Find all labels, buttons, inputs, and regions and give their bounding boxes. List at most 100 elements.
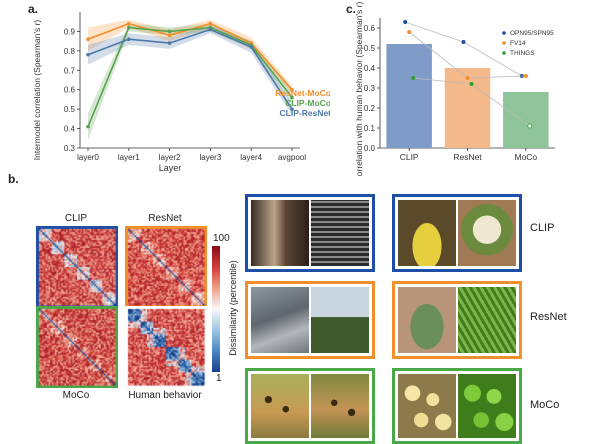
bar-chart-y-label: Correlation with human behavior (Spearma… [354,1,364,176]
bar-resnet [444,68,491,148]
matrix-title-resnet: ResNet [148,213,182,224]
x-tick-label: ResNet [453,152,482,162]
cheetah-photo [251,374,309,438]
melon-photo [398,200,456,266]
y-tick-label: 0.9 [64,27,76,36]
rdm-matrix-human [125,306,207,388]
legend-entry: FV14 [510,40,526,47]
data-point [411,76,416,80]
peas-photo [458,374,516,438]
y-tick-label: 0.6 [364,24,376,33]
legend-entry: CLIP-ResNet [280,108,330,118]
example-tile-moco-1 [245,368,375,444]
y-tick-label: 0.1 [364,124,376,133]
panel-a-label: a. [28,2,39,16]
y-tick-label: 0.5 [364,44,376,53]
y-tick-label: 0.8 [64,47,76,56]
x-tick-label: layer0 [77,153,99,162]
rdm-matrix-moco [36,306,118,388]
x-tick-label: layer1 [118,153,140,162]
legend-entry: ResNet-MoCo [275,88,330,98]
series-line-2 [87,28,293,110]
corn-kernels-photo [398,374,456,438]
series-point [167,29,172,34]
colorbar-max-label: 100 [213,233,230,244]
matrix-title-moco: MoCo [62,390,90,401]
y-tick-label: 0.2 [364,104,376,113]
helicopter-photo [311,287,369,353]
line-chart-series [86,21,294,129]
series-point [290,95,294,100]
y-tick-label: 0.3 [64,144,76,153]
legend-entry: THINGS [510,50,535,57]
line-chart-axes: 0.3 0.4 0.5 0.6 0.7 0.8 0.9 layer0 layer1 layer2 l… [64,12,306,162]
line-chart-x-label: Layer [159,163,182,173]
line-chart-y-label: Intermodel correlation (Spearman's r) [32,20,42,161]
cauliflower-photo [458,200,516,266]
series-point [127,25,131,30]
bar-chart-points [403,20,533,129]
y-tick-label: 0.6 [64,86,76,95]
colorbar-label-wrap: Dissimilarity (percentile) [226,246,238,372]
example-tile-moco-2 [392,368,522,444]
row-label-resnet: ResNet [530,311,567,323]
line-chart: 0.3 0.4 0.5 0.6 0.7 0.8 0.9 layer0 layer1 layer2 l… [32,12,330,173]
y-tick-label: 0.4 [364,64,376,73]
bar-moco [503,92,549,148]
colorbar-label: Dissimilarity (percentile) [228,260,238,356]
series-point [208,27,213,32]
panel-b-label: b. [8,172,19,186]
data-point [461,40,466,44]
series-point [167,41,172,45]
rdm-matrix-clip [36,226,118,308]
matrix-title-clip: CLIP [64,213,88,224]
colorbar [212,246,220,372]
line-chart-bands [88,19,292,141]
x-tick-label: MoCo [514,152,537,162]
x-tick-label: CLIP [400,152,419,162]
series-point [86,37,90,41]
hourglass-photo [251,200,309,266]
bar-chart: 0.0 0.1 0.2 0.3 0.4 0.5 0.6 CLIP ResNet MoCo OPN9… [354,1,555,176]
colorbar-min-label: 1 [216,373,222,384]
series-point [167,33,172,38]
leopard-photo [311,374,369,438]
y-tick-label: 0.7 [64,66,76,75]
bar-chart-bars [386,44,549,148]
panel-c-label: c. [346,2,357,16]
legend-marker [502,31,506,35]
rdm-matrix-resnet [125,226,207,308]
series-point [290,87,294,92]
x-tick-label: layer2 [159,153,181,162]
data-point [407,30,412,34]
matrix-title-human: Human behavior [128,390,202,401]
band-2 [88,25,292,115]
aircraft-carrier-photo [251,287,309,353]
data-point [523,74,528,78]
legend-marker [502,41,506,45]
example-tile-clip-1 [245,194,375,272]
example-tile-resnet-1 [245,281,375,359]
example-tile-clip-2 [392,194,522,272]
x-tick-label: layer3 [200,153,222,162]
succulent-photo [398,287,456,353]
row-label-moco: MoCo [530,399,560,411]
legend-entry: OPN95/SPN95 [510,30,554,37]
series-point [249,45,253,49]
series-point [127,37,131,41]
series-point [86,124,90,129]
series-point [127,21,131,26]
example-tile-resnet-2 [392,281,522,359]
legend-entry: CLIP-MoCo [285,98,330,108]
fern-photo [458,287,516,353]
legend-marker [502,51,506,55]
series-line-1 [87,26,293,127]
grate-photo [311,200,369,266]
data-point [527,123,533,129]
series-point [290,107,294,111]
data-point [465,76,470,80]
series-point [208,21,213,26]
y-tick-label: 0.5 [64,105,76,114]
data-point [403,20,408,24]
